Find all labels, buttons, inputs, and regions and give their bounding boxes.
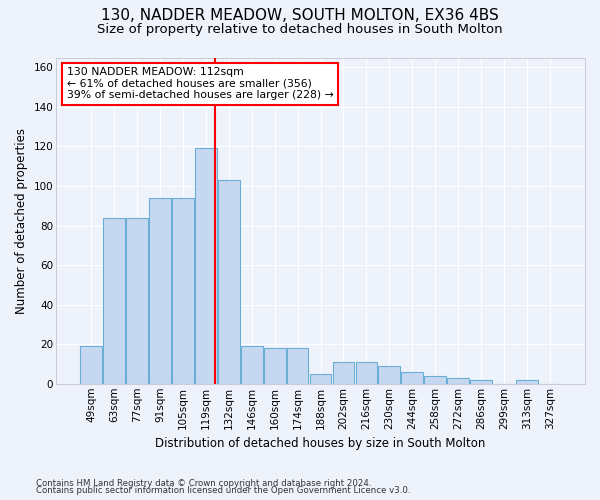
Text: 130 NADDER MEADOW: 112sqm
← 61% of detached houses are smaller (356)
39% of semi: 130 NADDER MEADOW: 112sqm ← 61% of detac… bbox=[67, 68, 334, 100]
Bar bbox=[448, 378, 469, 384]
Bar bbox=[241, 346, 263, 384]
Y-axis label: Number of detached properties: Number of detached properties bbox=[15, 128, 28, 314]
Bar bbox=[172, 198, 194, 384]
Bar bbox=[149, 198, 171, 384]
Bar bbox=[126, 218, 148, 384]
Bar bbox=[195, 148, 217, 384]
Text: Contains public sector information licensed under the Open Government Licence v3: Contains public sector information licen… bbox=[36, 486, 410, 495]
Bar bbox=[379, 366, 400, 384]
Bar bbox=[287, 348, 308, 384]
Text: Size of property relative to detached houses in South Molton: Size of property relative to detached ho… bbox=[97, 22, 503, 36]
Bar bbox=[424, 376, 446, 384]
Bar bbox=[470, 380, 492, 384]
Text: 130, NADDER MEADOW, SOUTH MOLTON, EX36 4BS: 130, NADDER MEADOW, SOUTH MOLTON, EX36 4… bbox=[101, 8, 499, 22]
Bar bbox=[516, 380, 538, 384]
Text: Contains HM Land Registry data © Crown copyright and database right 2024.: Contains HM Land Registry data © Crown c… bbox=[36, 478, 371, 488]
X-axis label: Distribution of detached houses by size in South Molton: Distribution of detached houses by size … bbox=[155, 437, 486, 450]
Bar bbox=[218, 180, 239, 384]
Bar bbox=[310, 374, 331, 384]
Bar bbox=[103, 218, 125, 384]
Bar bbox=[80, 346, 102, 384]
Bar bbox=[356, 362, 377, 384]
Bar bbox=[264, 348, 286, 384]
Bar bbox=[401, 372, 423, 384]
Bar bbox=[332, 362, 355, 384]
